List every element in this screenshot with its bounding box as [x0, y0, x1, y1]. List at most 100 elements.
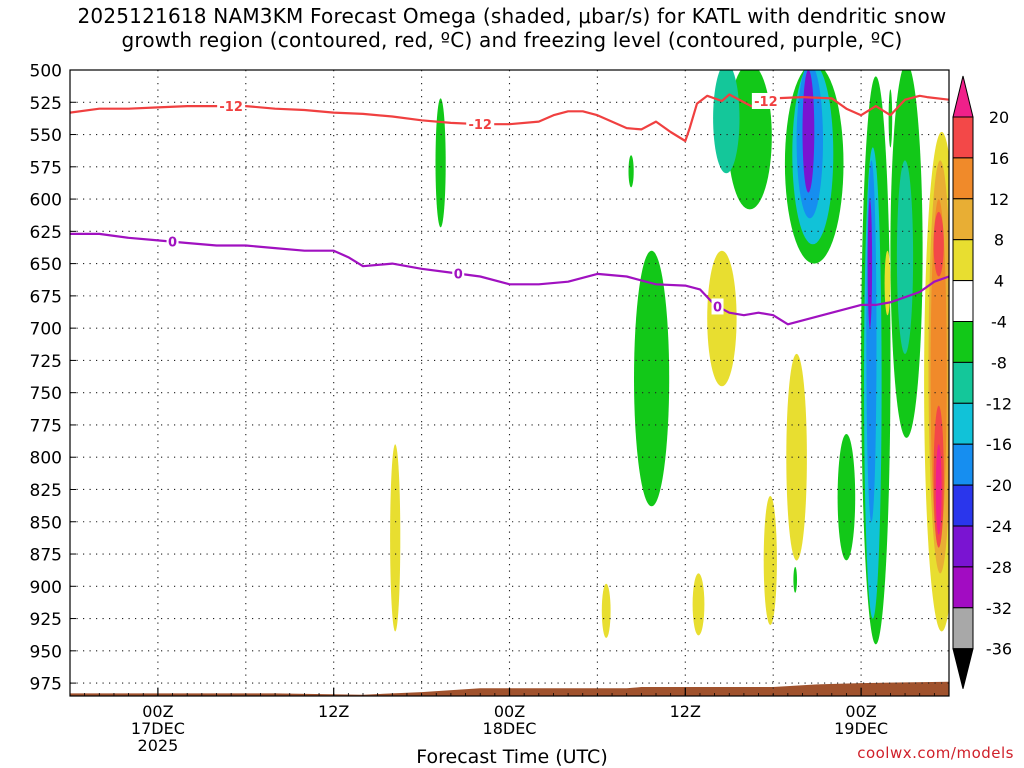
ytick-label-975: 975	[30, 675, 62, 695]
colorbar-label-9: -20	[986, 476, 1012, 495]
chart-title-line-2: growth region (contoured, red, ºC) and f…	[121, 28, 903, 52]
omega-region-13	[692, 573, 705, 636]
contour-label-1-1: 0	[454, 268, 463, 283]
xtick-label-6-0: 00Z	[142, 702, 173, 721]
ytick-label-875: 875	[30, 546, 62, 566]
contour-label-bg-0-0	[217, 98, 246, 115]
xtick-label-6-1: 17DEC	[131, 719, 185, 738]
contour-0	[70, 232, 949, 326]
omega-region-8	[888, 89, 893, 148]
site-credit: coolwx.com/models	[857, 744, 1014, 762]
colorbar-segment-13	[952, 607, 974, 650]
contour-label-1-0: 0	[168, 236, 177, 251]
ytick-label-800: 800	[30, 449, 62, 469]
ytick-label-675: 675	[30, 287, 62, 307]
omega-region-2	[634, 250, 670, 507]
ytick-label-950: 950	[30, 642, 62, 662]
ytick-label-625: 625	[30, 223, 62, 243]
colorbar-segment-5	[952, 280, 974, 323]
contour-lines-layer: -12 -12 -12 0 0 0	[70, 92, 949, 326]
colorbar-segment-2	[952, 157, 974, 200]
xtick-label-54-0: 00Z	[845, 702, 876, 721]
ytick-label-750: 750	[30, 384, 62, 404]
omega-region-16	[884, 250, 891, 316]
ytick-label-850: 850	[30, 513, 62, 533]
ytick-label-925: 925	[30, 610, 62, 630]
colorbar-segment-3	[952, 198, 974, 241]
colorbar-segment-10	[952, 484, 974, 527]
pressure-axis: 500 525 550 575 600 625 650 675 700 725 750 775 800 8…	[30, 62, 76, 695]
omega-region-28	[935, 444, 942, 535]
colorbar-label-5: -4	[991, 313, 1007, 332]
ytick-label-600: 600	[30, 191, 62, 211]
xtick-label-42-0: 12Z	[670, 702, 701, 721]
contour-label-bg-1-2	[711, 298, 724, 315]
omega-region-19	[896, 160, 914, 354]
chart-title-line-1: 2025121618 NAM3KM Forecast Omega (shaded…	[77, 4, 947, 28]
contour-label-0-1: -12	[468, 118, 492, 133]
contour-label-bg-0-1	[466, 116, 495, 133]
colorbar-segment-6	[952, 321, 974, 363]
xtick-label-6-2: 2025	[138, 736, 179, 755]
omega-region-5	[837, 434, 856, 561]
contour-label-bg-1-0	[166, 233, 179, 250]
omega-region-9	[793, 566, 797, 593]
omega-region-1	[628, 155, 634, 188]
colorbar-label-10: -24	[986, 517, 1012, 536]
xtick-label-30-0: 00Z	[494, 702, 525, 721]
ytick-label-825: 825	[30, 481, 62, 501]
ytick-label-700: 700	[30, 320, 62, 340]
colorbar-segment-8	[952, 402, 974, 445]
contour-label-0-2: -12	[754, 95, 778, 110]
omega-region-11	[601, 583, 611, 638]
colorbar-segment-9	[952, 443, 974, 486]
x-axis-title: Forecast Time (UTC)	[416, 746, 608, 768]
omega-region-29	[802, 70, 815, 193]
colorbar-segment-1	[952, 116, 974, 159]
colorbar-segment-0	[952, 75, 974, 118]
contour-label-1-2: 0	[713, 300, 722, 315]
ytick-label-900: 900	[30, 578, 62, 598]
ytick-label-500: 500	[30, 62, 62, 82]
ytick-label-775: 775	[30, 416, 62, 436]
ytick-label-650: 650	[30, 255, 62, 275]
omega-region-25	[866, 160, 877, 522]
colorbar-label-6: -8	[991, 353, 1007, 372]
omega-region-10	[390, 444, 401, 632]
omega-region-0	[435, 98, 446, 228]
ytick-label-575: 575	[30, 158, 62, 178]
contour-label-bg-0-2	[751, 92, 780, 109]
colorbar-label-13: -36	[986, 640, 1012, 659]
colorbar-label-12: -32	[986, 599, 1012, 618]
omega-shading-layer	[390, 70, 949, 645]
xtick-label-54-1: 19DEC	[834, 719, 888, 738]
omega-region-12	[707, 250, 737, 387]
colorbar-label-2: 12	[989, 190, 1009, 209]
colorbar-segment-11	[952, 525, 974, 568]
colorbar-label-11: -28	[986, 558, 1012, 577]
colorbar-label-4: 4	[994, 272, 1004, 291]
omega-region-14	[763, 496, 777, 625]
colorbar-label-7: -12	[986, 394, 1012, 413]
colorbar-label-3: 8	[994, 231, 1004, 250]
ytick-label-725: 725	[30, 352, 62, 372]
chart-title: 2025121618 NAM3KM Forecast Omega (shaded…	[0, 4, 1024, 52]
dotted-gridlines	[70, 69, 949, 696]
xtick-label-18-0: 12Z	[318, 702, 349, 721]
xtick-label-30-1: 18DEC	[483, 719, 537, 738]
contour-label-bg-1-1	[452, 265, 465, 282]
colorbar-segment-14	[952, 648, 974, 689]
contour--12	[70, 93, 949, 143]
ytick-label-525: 525	[30, 94, 62, 114]
ytick-label-550: 550	[30, 126, 62, 146]
colorbar-label-1: 16	[989, 149, 1009, 168]
colorbar-segment-4	[952, 239, 974, 282]
colorbar-label-8: -16	[986, 435, 1012, 454]
colorbar-segment-7	[952, 361, 974, 404]
omega-region-26	[933, 211, 944, 277]
colorbar-segment-12	[952, 566, 974, 609]
omega-region-15	[786, 353, 807, 561]
colorbar-label-0: 20	[989, 108, 1009, 127]
